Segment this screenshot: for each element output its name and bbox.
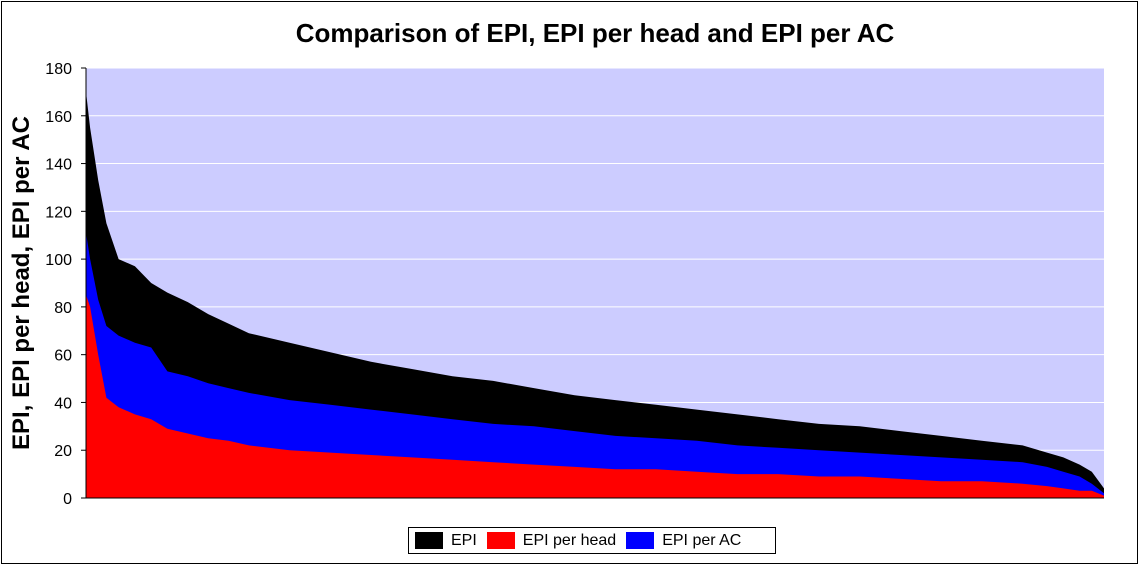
y-tick-label-20: 20 xyxy=(54,443,72,460)
series-area-epi xyxy=(86,91,1104,499)
y-tick-label-60: 60 xyxy=(54,348,72,365)
series-area-epi-per-head xyxy=(86,294,1104,498)
y-tick-label-180: 180 xyxy=(45,61,72,78)
legend-label-epi-per-head: EPI per head xyxy=(522,531,617,549)
chart-title: Comparison of EPI, EPI per head and EPI … xyxy=(295,18,895,48)
y-tick-label-100: 100 xyxy=(45,252,72,269)
series-area-epi-per-ac xyxy=(86,232,1104,499)
y-tick-label-0: 0 xyxy=(63,491,72,508)
legend-swatch-epi-per-ac xyxy=(626,532,655,549)
legend-swatch-epi-per-head xyxy=(486,532,515,549)
legend-label-epi-per-ac: EPI per AC xyxy=(662,531,742,549)
legend-item-epi-per-ac: EPI per AC xyxy=(626,532,741,550)
legend-item-epi-per-head: EPI per head xyxy=(486,531,617,550)
legend-swatch-epi xyxy=(415,532,443,549)
legend-label-epi: EPI xyxy=(451,531,477,549)
legend-item-epi: EPI xyxy=(415,532,477,550)
legend: EPI EPI per head EPI per AC xyxy=(408,527,776,554)
y-tick-label-120: 120 xyxy=(45,204,72,221)
y-tick-label-40: 40 xyxy=(54,395,72,412)
y-tick-label-80: 80 xyxy=(54,300,72,317)
y-tick-label-160: 160 xyxy=(45,109,72,126)
y-tick-label-140: 140 xyxy=(45,157,72,174)
